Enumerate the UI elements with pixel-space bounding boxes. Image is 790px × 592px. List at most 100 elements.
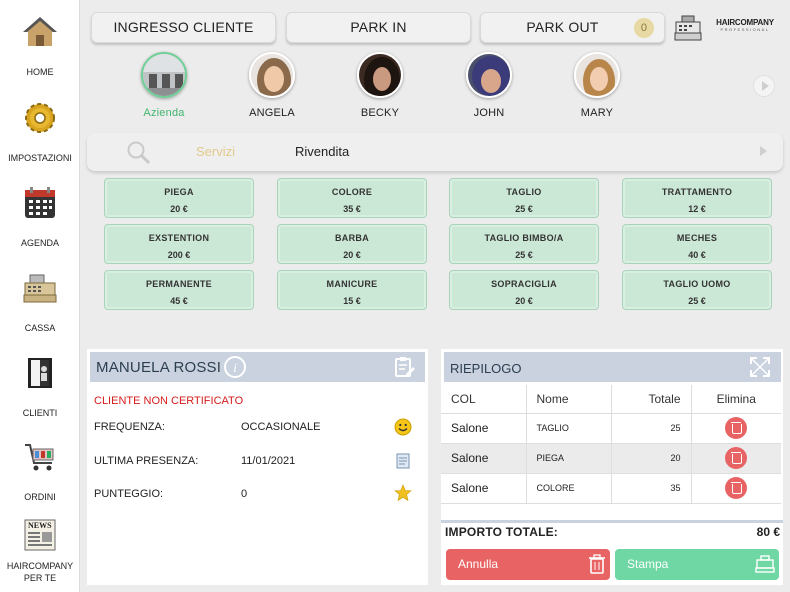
stampa-button[interactable]: Stampa — [615, 549, 779, 580]
service-name: TAGLIO BIMBO/A — [484, 233, 564, 243]
staff-azienda[interactable]: Azienda — [119, 50, 209, 119]
service-price: 20 € — [343, 250, 361, 260]
park-in-button[interactable]: PARK IN — [286, 12, 471, 43]
park-out-button[interactable]: PARK OUT 0 — [480, 12, 665, 43]
service-price: 25 € — [515, 250, 533, 260]
annulla-button[interactable]: Annulla — [446, 549, 610, 580]
address-book-icon — [28, 358, 52, 388]
service-colore[interactable]: COLORE 35 € — [277, 178, 427, 218]
summary-panel-header: RIEPILOGO — [444, 352, 781, 382]
sidebar-item-cassa[interactable]: CASSA — [0, 256, 80, 340]
sidebar-item-label: HAIRCOMPANY PER TE — [6, 561, 74, 583]
service-price: 15 € — [343, 296, 361, 306]
delete-row-button[interactable] — [725, 417, 748, 439]
avatar — [357, 52, 403, 98]
ingresso-cliente-button[interactable]: INGRESSO CLIENTE — [91, 12, 276, 43]
service-price: 45 € — [170, 296, 188, 306]
service-name: SOPRACIGLIA — [491, 279, 557, 289]
row-total: 20 — [611, 443, 692, 474]
search-icon[interactable] — [125, 139, 151, 165]
service-price: 20 € — [515, 296, 533, 306]
row-col: Salone — [441, 473, 527, 504]
person-photo-icon — [359, 54, 401, 96]
sidebar-item-home[interactable]: HOME — [0, 0, 80, 84]
client-name: MANUELA ROSSI — [96, 359, 222, 376]
sidebar-item-ordini[interactable]: ORDINI — [0, 425, 80, 509]
tab-rivendita[interactable]: Rivendita — [295, 144, 350, 159]
table-row: Salone PIEGA 20 — [441, 443, 781, 474]
row-col: Salone — [441, 413, 527, 444]
frequency-label: FREQUENZA: — [94, 421, 165, 433]
star-icon — [394, 484, 412, 502]
park-out-count-badge: 0 — [634, 18, 654, 38]
house-icon — [23, 17, 57, 46]
staff-becky[interactable]: BECKY — [335, 50, 425, 119]
frequency-value: OCCASIONALE — [241, 421, 321, 433]
certification-warning: CLIENTE NON CERTIFICATO — [94, 395, 244, 407]
delete-row-button[interactable] — [725, 447, 748, 469]
score-value: 0 — [241, 488, 248, 500]
service-piega[interactable]: PIEGA 20 € — [104, 178, 254, 218]
sidebar-item-impostazioni[interactable]: IMPOSTAZIONI — [0, 86, 80, 170]
clipboard-edit-icon[interactable] — [393, 356, 415, 378]
service-meches[interactable]: MECHES 40 € — [622, 224, 772, 264]
service-exstention[interactable]: EXSTENTION 200 € — [104, 224, 254, 264]
tab-servizi[interactable]: Servizi — [196, 144, 236, 159]
row-total: 35 — [611, 473, 692, 504]
expand-icon[interactable] — [749, 356, 771, 378]
service-taglio-bimbo[interactable]: TAGLIO BIMBO/A 25 € — [449, 224, 599, 264]
staff-name: BECKY — [360, 107, 400, 119]
service-name: PIEGA — [164, 187, 194, 197]
service-price: 12 € — [688, 204, 706, 214]
sidebar-item-haircompany[interactable]: NEWS HAIRCOMPANY PER TE — [0, 507, 80, 592]
staff-name: MARY — [580, 107, 614, 119]
document-icon — [396, 453, 410, 469]
calendar-icon — [25, 187, 55, 218]
staff-john[interactable]: JOHN — [444, 50, 534, 119]
col-header-nome: Nome — [526, 385, 612, 414]
service-sopraciglia[interactable]: SOPRACIGLIA 20 € — [449, 270, 599, 310]
row-col: Salone — [441, 443, 527, 474]
delete-row-button[interactable] — [725, 477, 748, 499]
table-row: Salone TAGLIO 25 — [441, 413, 781, 444]
category-next-arrow[interactable] — [752, 141, 774, 163]
last-visit-label: ULTIMA PRESENZA: — [94, 455, 199, 467]
info-icon[interactable]: i — [223, 355, 247, 379]
service-trattamento[interactable]: TRATTAMENTO 12 € — [622, 178, 772, 218]
service-price: 200 € — [167, 250, 191, 260]
annulla-label: Annulla — [458, 557, 499, 571]
last-visit-value: 11/01/2021 — [241, 455, 296, 467]
avatar — [466, 52, 512, 98]
service-permanente[interactable]: PERMANENTE 45 € — [104, 270, 254, 310]
staff-mary[interactable]: MARY — [552, 50, 642, 119]
category-bar: Servizi Rivendita — [87, 133, 783, 171]
cash-register-button-icon[interactable] — [673, 13, 703, 43]
service-price: 25 € — [515, 204, 533, 214]
staff-angela[interactable]: ANGELA — [227, 50, 317, 119]
summary-table: COL Nome Totale Elimina Salone TAGLIO 25… — [441, 385, 781, 504]
row-name: PIEGA — [526, 443, 612, 474]
service-taglio-uomo[interactable]: TAGLIO UOMO 25 € — [622, 270, 772, 310]
sidebar-item-clienti[interactable]: CLIENTI — [0, 341, 80, 425]
service-barba[interactable]: BARBA 20 € — [277, 224, 427, 264]
sidebar-item-agenda[interactable]: AGENDA — [0, 171, 80, 255]
sidebar-item-label: AGENDA — [20, 238, 59, 248]
service-name: MANICURE — [326, 279, 378, 289]
avatar — [574, 52, 620, 98]
avatar — [249, 52, 295, 98]
service-name: TRATTAMENTO — [661, 187, 733, 197]
staff-next-arrow[interactable] — [753, 75, 775, 97]
service-price: 25 € — [688, 296, 706, 306]
service-name: PERMANENTE — [145, 279, 212, 289]
sidebar-item-label: ORDINI — [24, 492, 56, 502]
cash-register-icon — [755, 555, 775, 573]
shopping-cart-icon — [25, 444, 54, 471]
service-taglio[interactable]: TAGLIO 25 € — [449, 178, 599, 218]
service-price: 35 € — [343, 204, 361, 214]
person-photo-icon — [251, 54, 293, 96]
svg-text:NEWS: NEWS — [28, 521, 52, 530]
staff-name: Azienda — [143, 107, 185, 119]
total-value: 80 € — [756, 525, 780, 539]
service-name: EXSTENTION — [148, 233, 210, 243]
service-manicure[interactable]: MANICURE 15 € — [277, 270, 427, 310]
